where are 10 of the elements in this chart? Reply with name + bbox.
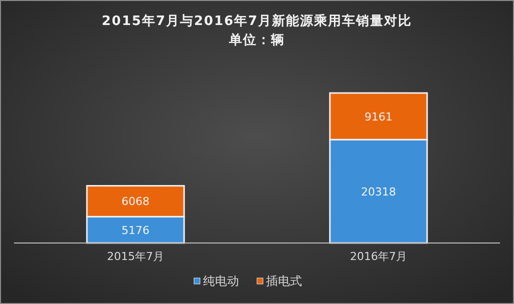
legend-label: 插电式 [266,274,302,288]
data-label: 20318 [361,185,396,198]
data-label: 9161 [364,110,392,124]
data-label: 5176 [122,224,150,237]
x-tick-label: 2016年7月 [350,250,407,263]
data-label: 6068 [122,195,150,208]
chart-title: 2015年7月与2016年7月新能源乘用车销量对比 [102,13,412,29]
x-tick-label: 2015年7月 [107,250,164,263]
legend-label: 纯电动 [203,274,239,288]
chart-subtitle: 单位：辆 [228,32,285,48]
